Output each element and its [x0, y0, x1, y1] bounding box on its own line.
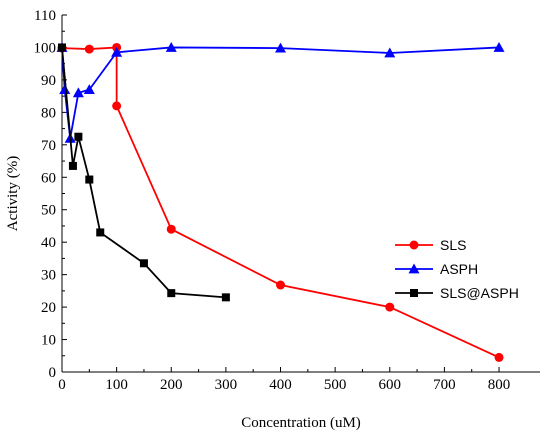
- asph-series-line: [61, 46, 500, 139]
- x-tick-label: 500: [324, 377, 347, 393]
- sls-data-point: [166, 224, 176, 234]
- sls-series-line: [61, 46, 500, 359]
- y-tick-label: 20: [41, 300, 56, 316]
- x-tick-label: 600: [379, 377, 402, 393]
- x-tick-label: 0: [58, 377, 66, 393]
- legend: SLS ASPH SLS@ASPH: [395, 237, 519, 301]
- y-tick-label: 40: [41, 235, 56, 251]
- legend-marker: [410, 289, 418, 297]
- asph-data-point: [493, 41, 505, 52]
- y-axis-ticks: 0 10 20 30 40 50 60 70 80 90 100 110: [34, 8, 67, 381]
- legend-item-asph: ASPH: [395, 261, 478, 277]
- sls-asph-data-point: [68, 161, 77, 170]
- series-asph: [56, 41, 505, 143]
- sls-asph-data-point: [139, 259, 148, 268]
- y-tick-label: 10: [41, 333, 56, 349]
- sls-asph-data-point: [74, 132, 83, 141]
- x-axis-title: Concentration (uM): [241, 415, 361, 431]
- legend-label: ASPH: [440, 261, 478, 277]
- sls-data-point: [385, 302, 395, 312]
- y-tick-label: 30: [41, 268, 56, 284]
- x-tick-label: 400: [269, 377, 292, 393]
- sls-data-point: [112, 101, 122, 111]
- y-axis-title: Activity (%): [5, 156, 21, 231]
- sls-asph-data-point: [167, 289, 176, 298]
- legend-marker: [409, 240, 419, 250]
- y-tick-label: 90: [41, 73, 56, 89]
- y-tick-label: 70: [41, 138, 56, 154]
- sls-asph-series-line: [61, 47, 226, 299]
- asph-data-point: [59, 84, 71, 95]
- x-tick-label: 700: [433, 377, 456, 393]
- asph-data-point: [384, 47, 396, 58]
- axes: [61, 15, 540, 373]
- sls-asph-data-point: [96, 228, 105, 237]
- sls-data-point: [84, 44, 94, 54]
- sls-asph-data-point: [221, 293, 230, 302]
- legend-item-sls-asph: SLS@ASPH: [395, 285, 519, 301]
- asph-data-point: [72, 87, 84, 98]
- y-tick-label: 60: [41, 170, 56, 186]
- legend-label: SLS@ASPH: [440, 285, 519, 301]
- asph-data-point: [111, 46, 123, 57]
- y-tick-label: 80: [41, 105, 56, 121]
- x-tick-label: 100: [105, 377, 128, 393]
- y-tick-label: 110: [34, 8, 56, 24]
- asph-data-point: [165, 41, 177, 52]
- y-tick-label: 50: [41, 203, 56, 219]
- x-tick-label: 200: [160, 377, 183, 393]
- x-axis-ticks: 0 100 200 300 400 500 600 700 800: [58, 367, 510, 393]
- series-layer: [56, 41, 505, 362]
- x-tick-label: 800: [488, 377, 511, 393]
- asph-data-point: [83, 84, 95, 95]
- legend-marker: [408, 263, 420, 274]
- sls-asph-data-point: [58, 43, 66, 52]
- sls-data-point: [494, 352, 504, 362]
- asph-data-point: [275, 42, 287, 53]
- y-tick-label: 100: [34, 40, 57, 56]
- series-sls-asph: [58, 43, 230, 302]
- series-sls: [57, 42, 504, 362]
- x-tick-label: 300: [215, 377, 238, 393]
- sls-asph-data-point: [85, 175, 94, 184]
- legend-item-sls: SLS: [395, 237, 466, 253]
- y-tick-label: 0: [49, 365, 57, 381]
- sls-data-point: [276, 280, 286, 290]
- legend-label: SLS: [440, 237, 466, 253]
